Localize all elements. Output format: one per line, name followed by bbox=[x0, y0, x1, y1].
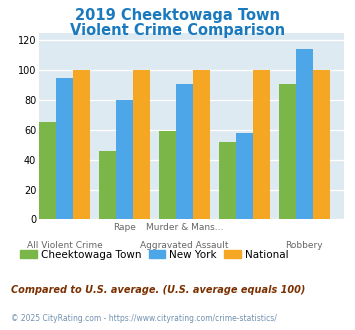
Bar bbox=[176, 84, 193, 219]
Bar bbox=[279, 84, 296, 219]
Bar bbox=[133, 70, 151, 219]
Text: Murder & Mans...: Murder & Mans... bbox=[146, 223, 223, 232]
Text: Rape: Rape bbox=[113, 223, 136, 232]
Bar bbox=[39, 122, 56, 219]
Text: © 2025 CityRating.com - https://www.cityrating.com/crime-statistics/: © 2025 CityRating.com - https://www.city… bbox=[11, 314, 277, 323]
Bar bbox=[56, 78, 73, 219]
Text: Compared to U.S. average. (U.S. average equals 100): Compared to U.S. average. (U.S. average … bbox=[11, 285, 305, 295]
Bar bbox=[253, 70, 270, 219]
Legend: Cheektowaga Town, New York, National: Cheektowaga Town, New York, National bbox=[16, 246, 293, 264]
Bar bbox=[99, 151, 116, 219]
Bar bbox=[73, 70, 91, 219]
Bar bbox=[296, 50, 313, 219]
Bar bbox=[116, 100, 133, 219]
Text: Aggravated Assault: Aggravated Assault bbox=[140, 241, 229, 250]
Bar bbox=[193, 70, 210, 219]
Text: Violent Crime Comparison: Violent Crime Comparison bbox=[70, 23, 285, 38]
Bar bbox=[236, 133, 253, 219]
Text: Robbery: Robbery bbox=[285, 241, 323, 250]
Text: 2019 Cheektowaga Town: 2019 Cheektowaga Town bbox=[75, 8, 280, 23]
Bar bbox=[159, 131, 176, 219]
Bar bbox=[219, 142, 236, 219]
Bar bbox=[313, 70, 330, 219]
Text: All Violent Crime: All Violent Crime bbox=[27, 241, 103, 250]
